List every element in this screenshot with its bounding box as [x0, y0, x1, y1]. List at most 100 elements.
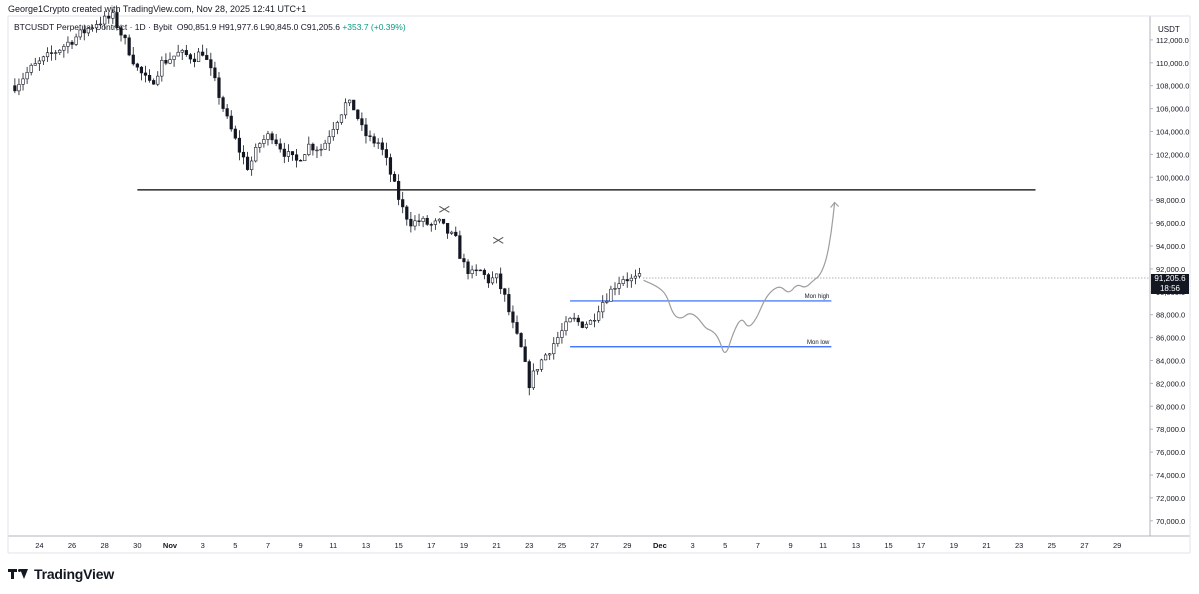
- candle: [282, 142, 286, 164]
- time-tick-label: 21: [982, 541, 990, 550]
- candle: [597, 305, 601, 323]
- candle: [319, 143, 323, 157]
- candle-body-down: [299, 160, 303, 162]
- price-tick-label: 72,000.0: [1156, 494, 1185, 503]
- candle-body-down: [245, 156, 250, 170]
- candle: [376, 138, 380, 149]
- candle: [462, 253, 466, 268]
- candle-body-up: [315, 149, 319, 152]
- candle: [176, 44, 180, 57]
- candle-body-down: [229, 115, 233, 130]
- candle: [233, 125, 237, 140]
- candle-body-up: [29, 64, 33, 73]
- time-tick-label: 19: [460, 541, 468, 550]
- candle: [433, 218, 437, 230]
- candle: [156, 71, 160, 87]
- time-tick-label: 11: [819, 541, 827, 550]
- candle-body-up: [94, 24, 99, 29]
- candle: [511, 305, 515, 329]
- candle: [331, 121, 335, 141]
- candle-body-down: [388, 157, 393, 175]
- candle: [633, 269, 638, 285]
- candle: [164, 53, 168, 66]
- time-tick-label: 3: [201, 541, 205, 550]
- candle: [17, 78, 21, 96]
- candle: [323, 139, 327, 150]
- candle-body-up: [531, 370, 535, 389]
- candle: [482, 268, 486, 280]
- candle: [111, 9, 115, 24]
- candle-body-down: [290, 151, 295, 156]
- candle: [470, 265, 474, 279]
- candle-body-down: [82, 29, 86, 34]
- candle: [41, 55, 46, 66]
- candle: [270, 131, 274, 145]
- legend-open: O90,851.9: [176, 22, 217, 32]
- candle: [409, 211, 413, 233]
- candle: [82, 24, 86, 41]
- candle-body-down: [446, 223, 450, 234]
- candle-body-up: [196, 51, 201, 62]
- time-tick-label: Dec: [653, 541, 667, 550]
- candle-body-up: [617, 283, 621, 289]
- candle: [609, 285, 613, 302]
- candle: [441, 218, 446, 225]
- candle-body-up: [172, 55, 176, 60]
- chart-credit: George1Crypto created with TradingView.c…: [8, 4, 307, 14]
- candle: [352, 99, 356, 111]
- candle: [478, 269, 482, 272]
- candle: [58, 48, 62, 56]
- candle: [343, 98, 348, 119]
- tradingview-brand: TradingView: [8, 566, 114, 582]
- candle: [21, 72, 25, 91]
- candle-body-up: [490, 277, 495, 284]
- candle: [103, 11, 107, 30]
- candle: [417, 213, 421, 227]
- candle: [364, 117, 368, 144]
- candle: [115, 7, 119, 31]
- candle-body-up: [90, 27, 95, 29]
- last-price-value: 91,205.6: [1154, 274, 1186, 283]
- candle: [560, 322, 564, 344]
- candle: [311, 142, 315, 156]
- candle: [637, 267, 642, 279]
- time-tick-label: 17: [917, 541, 925, 550]
- candle: [613, 282, 617, 296]
- candle-body-down: [625, 279, 629, 282]
- candle-body-down: [466, 261, 470, 274]
- legend-high: H91,977.6: [218, 22, 259, 32]
- candle: [54, 49, 58, 61]
- candle-body-up: [37, 60, 41, 64]
- mon-low-label: Mon low: [807, 340, 830, 346]
- time-tick-label: 26: [68, 541, 76, 550]
- candle: [307, 136, 311, 157]
- candle-body-up: [254, 147, 258, 162]
- candle-body-up: [433, 220, 437, 225]
- projection-curve: [643, 202, 836, 353]
- candle-body-down: [352, 99, 356, 111]
- price-tick-label: 84,000.0: [1156, 357, 1185, 366]
- price-tick-label: 78,000.0: [1156, 425, 1185, 434]
- candle: [335, 120, 339, 135]
- candle-body-down: [392, 173, 397, 182]
- candle: [499, 267, 503, 295]
- candle-body-up: [548, 353, 552, 356]
- time-tick-label: 5: [233, 541, 237, 550]
- candle-body-down: [143, 72, 148, 76]
- candle: [392, 171, 397, 182]
- time-tick-label: 9: [788, 541, 792, 550]
- candle-body-down: [507, 294, 511, 313]
- candle-body-up: [601, 302, 605, 313]
- candle: [303, 153, 307, 162]
- time-tick-label: 24: [35, 541, 43, 550]
- candle-body-up: [535, 369, 540, 372]
- candle: [266, 130, 270, 146]
- candle-body-down: [225, 108, 229, 117]
- candle: [552, 337, 556, 360]
- candle-body-up: [543, 354, 548, 361]
- candle-body-up: [572, 317, 576, 320]
- candle: [196, 48, 201, 62]
- candle-body-up: [319, 148, 323, 151]
- candle: [556, 331, 560, 347]
